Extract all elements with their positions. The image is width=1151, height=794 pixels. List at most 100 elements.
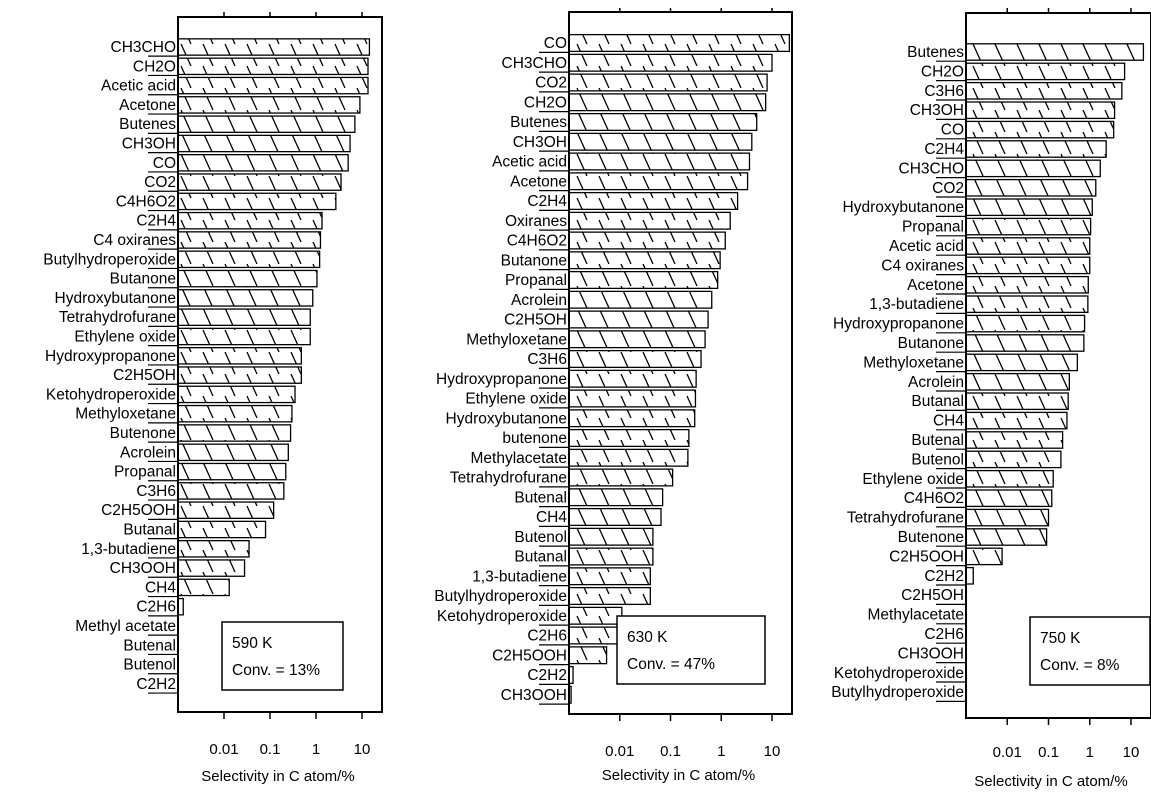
- category-label: CH4: [536, 509, 567, 526]
- category-label: C2H6: [924, 626, 964, 643]
- bar: [177, 153, 349, 172]
- category-label: Propanal: [505, 272, 567, 289]
- category-label: Acrolein: [908, 374, 964, 391]
- bar: [965, 101, 1116, 120]
- category-label: Acetic acid: [101, 78, 176, 95]
- bar: [177, 289, 314, 307]
- category-label: C2H6: [527, 628, 567, 645]
- category-label: 1,3-butadiene: [81, 541, 176, 558]
- bar: [177, 76, 369, 95]
- category-label: C3H6: [527, 351, 567, 368]
- bar: [177, 520, 267, 539]
- bar: [568, 73, 768, 92]
- category-label: 1,3-butadiene: [869, 296, 964, 313]
- bar: [965, 81, 1123, 100]
- category-label: Butenal: [123, 637, 176, 654]
- bar: [568, 665, 574, 685]
- bar: [177, 192, 337, 211]
- category-label: Ethylene oxide: [74, 329, 176, 346]
- annotation-conversion: Conv. = 13%: [232, 662, 320, 679]
- category-label: C2H5OOH: [889, 548, 964, 565]
- bar: [568, 606, 623, 625]
- annotation-box: [221, 621, 344, 691]
- bar: [568, 369, 697, 388]
- category-label: C3H6: [924, 83, 964, 100]
- category-label: CH3CHO: [899, 160, 964, 177]
- category-label: CO: [941, 122, 964, 139]
- chart-panel-3: 0.01 0.1 1 10 Selectivity in C atom/% Butenes…: [831, 8, 1151, 790]
- category-label: 1,3-butadiene: [472, 568, 567, 585]
- category-label: C2H4: [527, 193, 567, 210]
- bar: [568, 172, 749, 191]
- bar: [568, 488, 664, 507]
- category-label: Methyloxetane: [863, 354, 964, 371]
- x-tick-label: 1: [312, 741, 320, 758]
- category-label: C2H5OH: [504, 312, 567, 329]
- bar: [177, 424, 292, 442]
- category-label: C2H5OH: [901, 587, 964, 604]
- category-label: Oxiranes: [505, 213, 567, 230]
- category-label: Acetone: [510, 173, 567, 190]
- annotation-temperature: 750 K: [1040, 630, 1081, 647]
- category-label: CH3OOH: [110, 560, 176, 577]
- bar: [965, 508, 1050, 527]
- bar: [568, 685, 572, 704]
- bar: [568, 270, 719, 290]
- bar: [177, 96, 361, 114]
- bar: [177, 115, 356, 134]
- bar: [568, 290, 713, 309]
- bar: [568, 330, 706, 349]
- category-label: Butanone: [501, 252, 567, 269]
- category-label: C4H6O2: [116, 193, 176, 210]
- category-label: Butenes: [510, 114, 567, 131]
- category-label: C2H2: [136, 676, 176, 693]
- bar: [177, 443, 289, 462]
- bar: [965, 43, 1145, 61]
- bar: [568, 93, 767, 112]
- bar: [177, 578, 230, 597]
- bar: [177, 173, 342, 191]
- annotation-conversion: Conv. = 8%: [1040, 657, 1120, 674]
- category-label: Butenol: [123, 657, 176, 674]
- bar: [568, 409, 696, 428]
- category-label: Acetone: [907, 277, 964, 294]
- category-label: C4H6O2: [904, 490, 964, 507]
- bar: [965, 411, 1068, 430]
- bar: [177, 327, 311, 346]
- category-label: CH2O: [133, 58, 176, 75]
- x-axis-label: Selectivity in C atom/%: [602, 767, 755, 784]
- bar: [177, 462, 287, 481]
- category-label: Acetone: [119, 97, 176, 114]
- category-label: Hydroxybutanone: [446, 410, 568, 427]
- category-label: C4 oxiranes: [881, 257, 964, 274]
- category-label: CH3CHO: [502, 55, 567, 72]
- category-label: CH3OOH: [898, 645, 964, 662]
- bar: [568, 310, 709, 329]
- category-label: CH4: [933, 413, 964, 430]
- bar: [568, 349, 702, 369]
- bar: [177, 482, 285, 500]
- category-label: Acrolein: [120, 444, 176, 461]
- bar: [568, 211, 731, 230]
- category-label: Tetrahydrofurane: [847, 510, 964, 527]
- category-label: CH2O: [524, 94, 567, 111]
- annotation-box: [1029, 616, 1151, 686]
- bar: [965, 62, 1126, 81]
- bar: [177, 134, 351, 153]
- category-label: Hydroxybutanone: [843, 199, 965, 216]
- category-label: C2H6: [136, 599, 176, 616]
- category-label: CH3OH: [122, 136, 176, 153]
- bar: [965, 314, 1086, 333]
- category-label: Tetrahydrofurane: [450, 470, 567, 487]
- bar: [965, 217, 1092, 236]
- bar: [965, 198, 1093, 217]
- category-label: butenone: [502, 430, 567, 447]
- category-label: Butanal: [514, 549, 567, 566]
- category-label: CO2: [932, 180, 964, 197]
- category-label: Butanal: [911, 393, 964, 410]
- category-label: Hydroxybutanone: [55, 290, 177, 307]
- bar: [965, 140, 1107, 158]
- x-tick-label: 0.01: [993, 744, 1022, 761]
